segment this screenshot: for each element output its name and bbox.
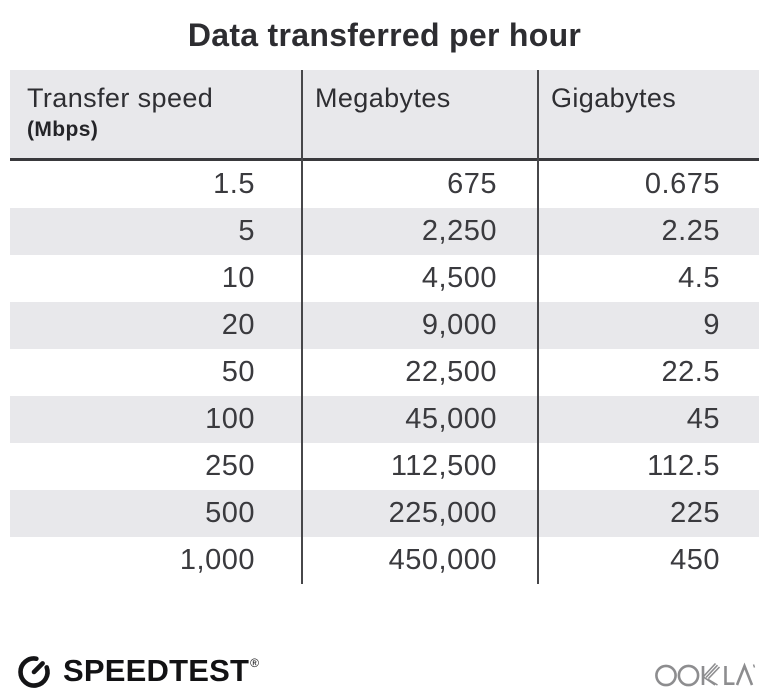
table-row: 10 4,500 4.5	[10, 255, 759, 302]
column-header-sublabel: (Mbps)	[27, 118, 99, 141]
column-header-gigabytes: Gigabytes	[538, 70, 759, 158]
footer: SPEEDTEST®	[0, 646, 769, 698]
speedtest-logo: SPEEDTEST®	[14, 651, 260, 691]
table-cell: 45	[686, 403, 720, 435]
table-cell: 10	[221, 262, 255, 294]
table-row: 500 225,000 225	[10, 490, 759, 537]
table-cell: 112.5	[647, 450, 720, 482]
table-row: 1,000 450,000 450	[10, 537, 759, 584]
table-cell: 100	[205, 403, 255, 435]
speedtest-gauge-icon	[18, 656, 50, 688]
ookla-k-glyph	[701, 662, 721, 686]
table-cell: 2,250	[421, 215, 497, 247]
table-cell: 9	[703, 309, 720, 341]
table-cell: 0.675	[644, 168, 720, 200]
registered-trademark-symbol: ®	[250, 656, 260, 670]
table-cell: 4,500	[421, 262, 497, 294]
table-cell: 4.5	[678, 262, 720, 294]
table-cell: 22.5	[661, 356, 720, 388]
table-cell: 5	[238, 215, 255, 247]
table-cell: 50	[221, 356, 255, 388]
page-title: Data transferred per hour	[187, 17, 582, 53]
column-header-megabytes: Megabytes	[302, 70, 538, 158]
table-cell: 450	[670, 544, 720, 576]
table-row: 250 112,500 112.5	[10, 443, 759, 490]
table-header-row: Transfer speed (Mbps) Megabytes Gigabyte…	[10, 70, 759, 161]
table-cell: 225	[670, 497, 720, 529]
data-table: Transfer speed (Mbps) Megabytes Gigabyte…	[10, 70, 759, 584]
table-row: 100 45,000 45	[10, 396, 759, 443]
column-header-transfer-speed: Transfer speed (Mbps)	[10, 70, 302, 158]
table-cell: 112,500	[390, 450, 497, 482]
table-cell: 250	[205, 450, 255, 482]
table-cell: 2.25	[661, 215, 720, 247]
table-cell: 20	[221, 309, 255, 341]
table-cell: 675	[447, 168, 497, 200]
table-row: 1.5 675 0.675	[10, 161, 759, 208]
table-row: 20 9,000 9	[10, 302, 759, 349]
table-body: 1.5 675 0.675 5 2,250 2.25 10 4,500 4.5 20 9,000 9 5…	[10, 161, 759, 584]
column-header-label: Gigabytes	[551, 83, 677, 113]
speedtest-wordmark: SPEEDTEST®	[63, 653, 260, 688]
table-row: 5 2,250 2.25	[10, 208, 759, 255]
table-row: 50 22,500 22.5	[10, 349, 759, 396]
table-cell: 1.5	[213, 168, 255, 200]
table-cell: 9,000	[421, 309, 497, 341]
column-header-label: Transfer speed	[27, 83, 214, 113]
table-cell: 225,000	[388, 497, 497, 529]
table-cell: 450,000	[388, 544, 497, 576]
table-cell: 500	[205, 497, 255, 529]
column-header-label: Megabytes	[315, 83, 451, 113]
table-cell: 45,000	[405, 403, 497, 435]
table-cell: 22,500	[405, 356, 497, 388]
table-cell: 1,000	[179, 544, 255, 576]
ookla-wordmark	[655, 662, 756, 687]
